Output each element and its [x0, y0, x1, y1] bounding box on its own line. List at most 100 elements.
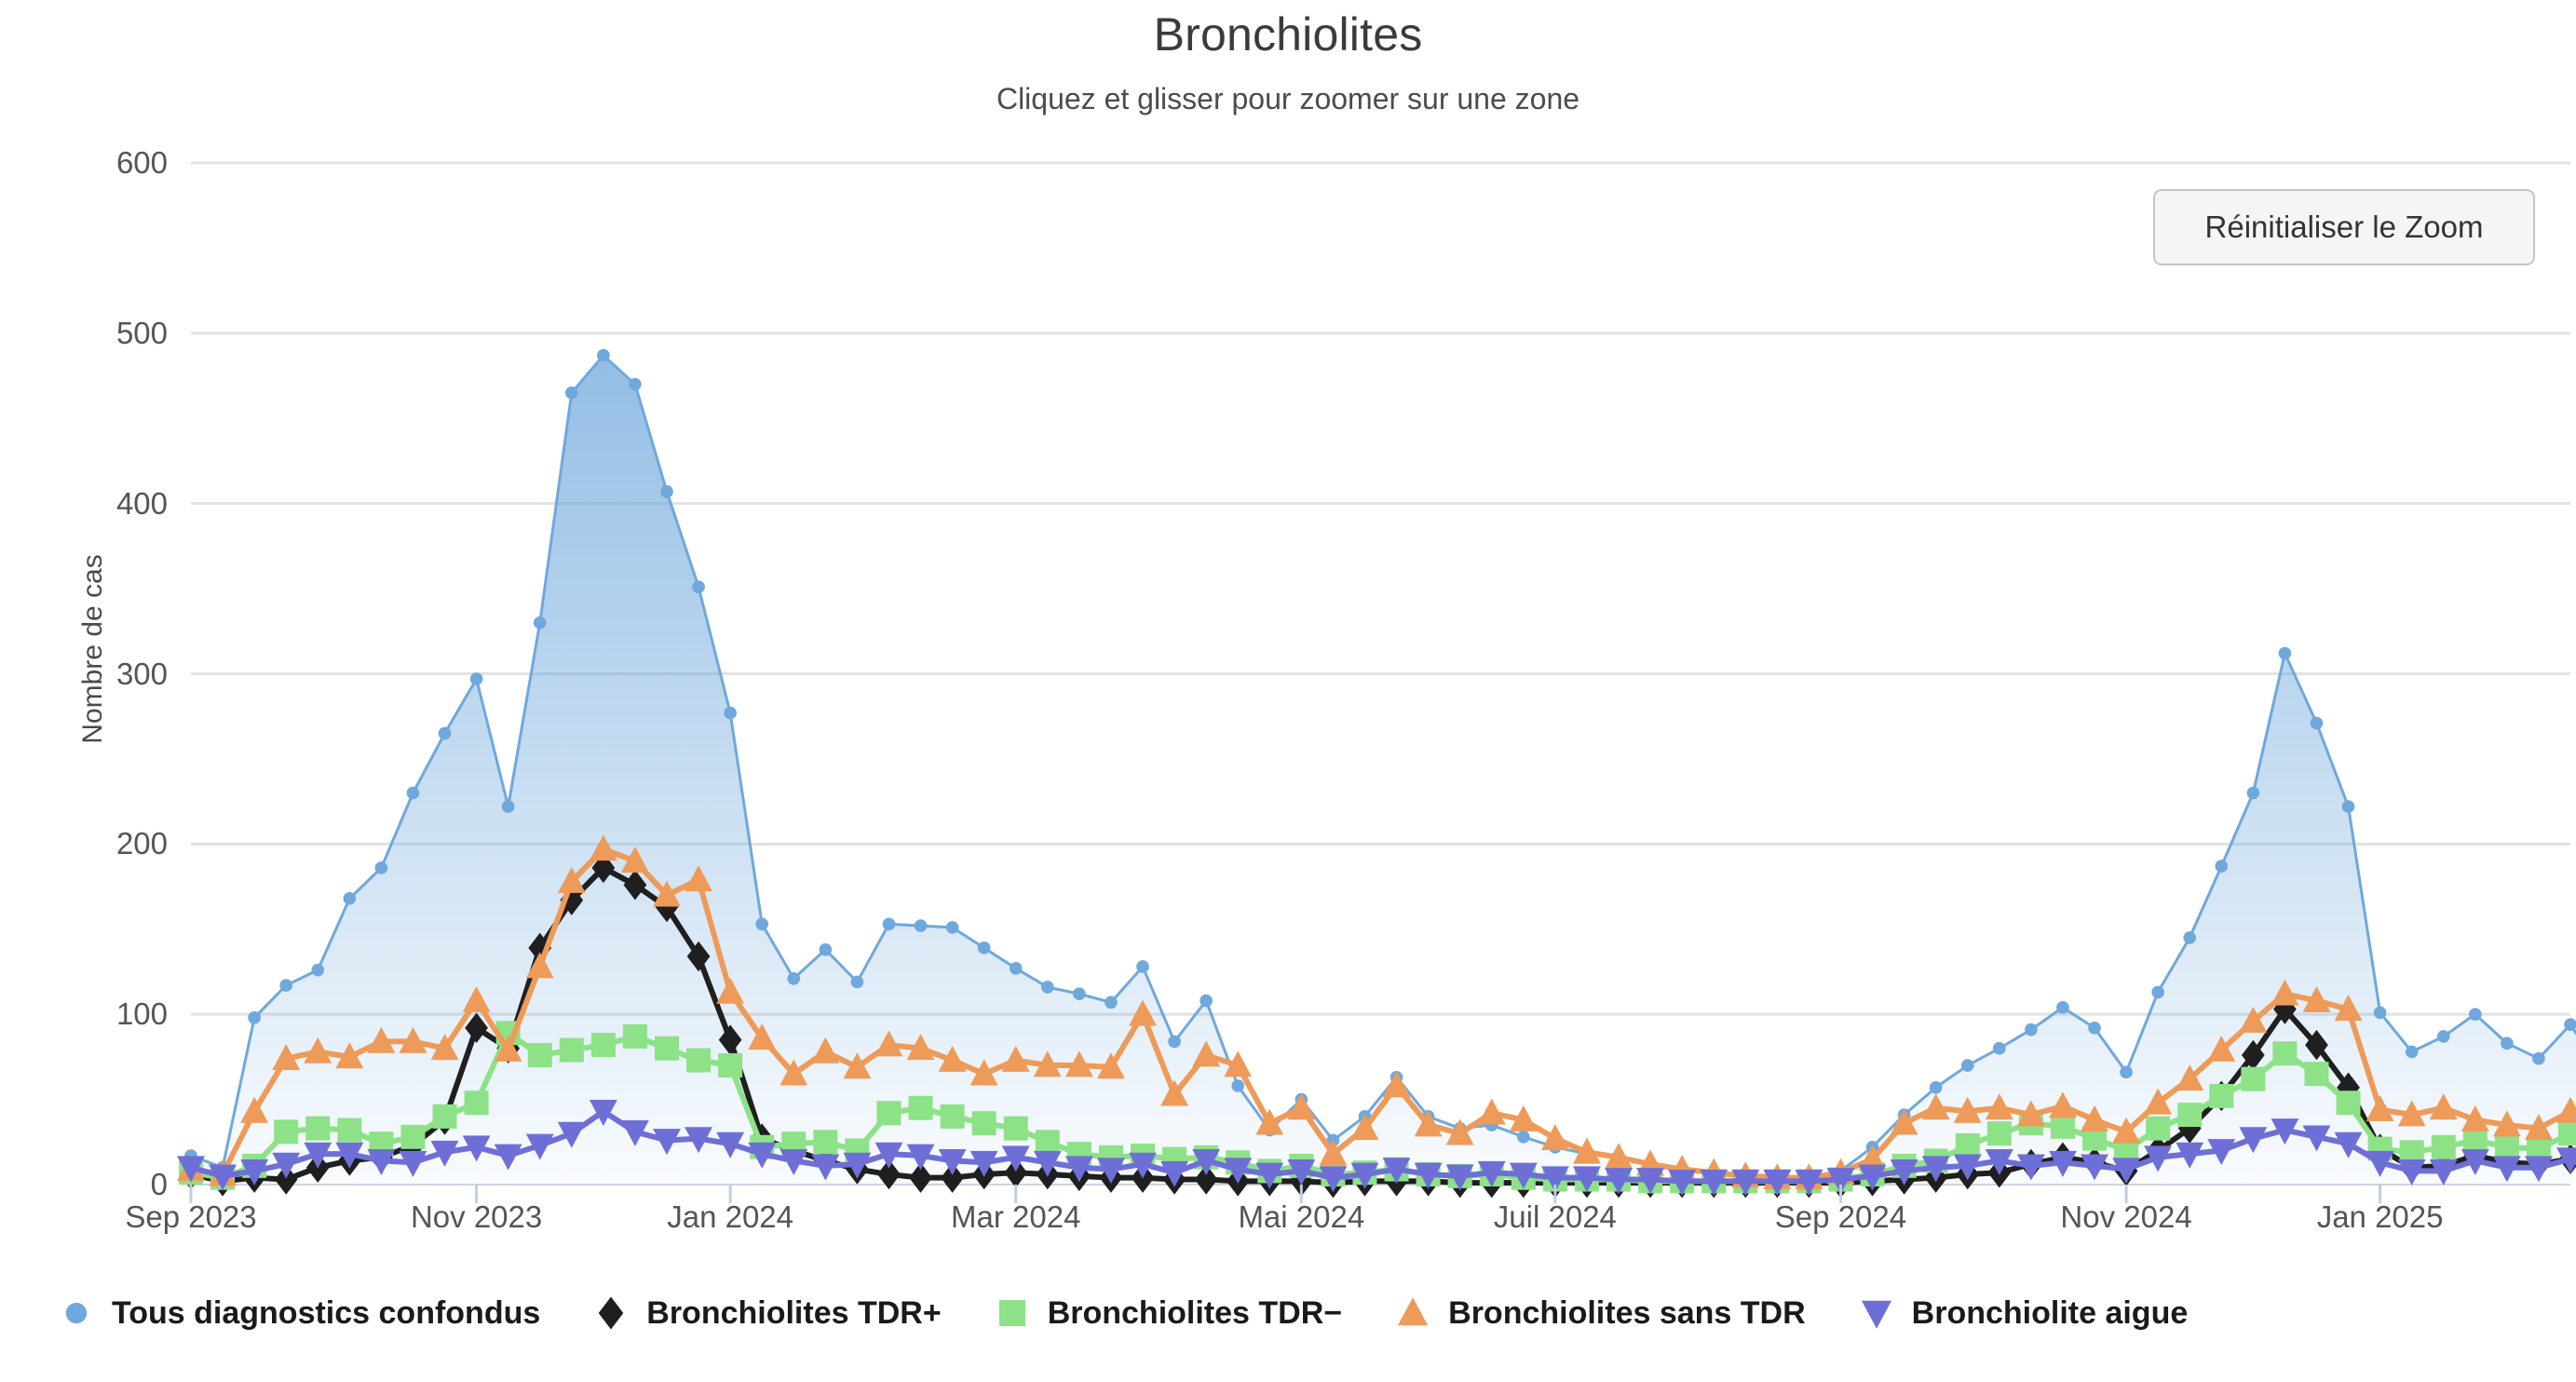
data-point[interactable] — [718, 1053, 743, 1078]
data-point[interactable] — [2207, 1035, 2236, 1062]
data-point[interactable] — [2112, 1158, 2141, 1185]
data-point[interactable] — [653, 1129, 681, 1156]
data-point[interactable] — [1890, 1108, 1918, 1135]
data-point[interactable] — [2429, 1159, 2458, 1186]
data-point[interactable] — [1414, 1110, 1443, 1137]
data-point[interactable] — [2341, 800, 2355, 813]
data-point[interactable] — [2271, 1118, 2299, 1145]
data-point[interactable] — [2207, 1139, 2236, 1166]
data-point[interactable] — [1382, 1158, 1411, 1185]
data-point[interactable] — [304, 1142, 332, 1169]
data-point[interactable] — [909, 1162, 932, 1193]
data-point[interactable] — [2146, 1116, 2171, 1141]
data-point[interactable] — [240, 1096, 269, 1123]
data-point[interactable] — [1350, 1114, 1379, 1141]
data-point[interactable] — [623, 869, 647, 901]
data-point[interactable] — [1001, 1145, 1030, 1172]
data-point[interactable] — [1255, 1108, 1284, 1135]
data-point[interactable] — [335, 1142, 364, 1169]
data-point[interactable] — [1414, 1162, 1443, 1189]
data-point[interactable] — [2016, 1100, 2045, 1127]
data-point[interactable] — [2176, 1142, 2204, 1169]
data-point[interactable] — [1636, 1168, 1665, 1195]
data-point[interactable] — [1350, 1162, 1379, 1189]
data-point[interactable] — [1992, 1041, 2006, 1055]
data-point[interactable] — [335, 1042, 364, 1069]
data-point[interactable] — [969, 1150, 998, 1177]
data-point[interactable] — [655, 1036, 679, 1061]
data-point[interactable] — [620, 847, 649, 873]
data-point[interactable] — [2304, 1062, 2329, 1087]
data-point[interactable] — [2532, 1051, 2545, 1065]
data-point[interactable] — [1231, 1079, 1245, 1092]
data-point[interactable] — [2112, 1117, 2141, 1144]
data-point[interactable] — [1921, 1156, 1950, 1183]
data-point[interactable] — [272, 1152, 301, 1179]
data-point[interactable] — [819, 942, 833, 956]
data-point[interactable] — [177, 1156, 205, 1183]
data-point[interactable] — [1255, 1162, 1284, 1189]
data-point[interactable] — [399, 1150, 427, 1177]
data-point[interactable] — [2050, 1114, 2075, 1139]
data-point[interactable] — [877, 1158, 901, 1190]
data-point[interactable] — [2183, 931, 2197, 944]
data-point[interactable] — [2241, 1039, 2265, 1071]
data-point[interactable] — [724, 706, 737, 720]
data-point[interactable] — [2492, 1110, 2521, 1137]
data-point[interactable] — [1516, 1130, 1530, 1144]
data-point[interactable] — [2239, 1127, 2268, 1154]
data-point[interactable] — [945, 921, 959, 934]
data-point[interactable] — [686, 941, 711, 972]
data-point[interactable] — [1572, 1137, 1601, 1164]
data-point[interactable] — [406, 786, 420, 800]
data-point[interactable] — [274, 1119, 299, 1145]
data-point[interactable] — [1004, 1157, 1028, 1188]
data-point[interactable] — [2302, 985, 2331, 1012]
data-point[interactable] — [2081, 1104, 2108, 1131]
data-point[interactable] — [430, 1140, 459, 1167]
data-point[interactable] — [1826, 1168, 1855, 1195]
legend-item-bronchiolites-tdr-[interactable]: Bronchiolites TDR+ — [590, 1293, 942, 1334]
data-point[interactable] — [2305, 1029, 2328, 1061]
data-point[interactable] — [813, 1130, 838, 1155]
data-point[interactable] — [686, 1048, 712, 1073]
data-point[interactable] — [941, 1162, 964, 1193]
data-point[interactable] — [2492, 1156, 2521, 1183]
data-point[interactable] — [1861, 1300, 1891, 1329]
data-point[interactable] — [2272, 1041, 2298, 1066]
data-point[interactable] — [780, 1059, 808, 1086]
data-point[interactable] — [2302, 1125, 2331, 1152]
data-point[interactable] — [2461, 1149, 2489, 1176]
data-point[interactable] — [274, 1164, 298, 1195]
data-point[interactable] — [622, 1023, 647, 1049]
data-point[interactable] — [716, 977, 745, 1004]
data-point[interactable] — [1064, 1050, 1093, 1077]
data-point[interactable] — [2558, 1121, 2576, 1146]
data-point[interactable] — [2436, 1030, 2450, 1043]
data-point[interactable] — [438, 726, 452, 740]
data-point[interactable] — [2524, 1114, 2553, 1141]
data-point[interactable] — [2397, 1159, 2426, 1186]
data-point[interactable] — [2177, 1103, 2203, 1128]
data-point[interactable] — [629, 377, 642, 391]
data-point[interactable] — [1040, 981, 1054, 994]
data-point[interactable] — [2239, 1006, 2268, 1033]
data-point[interactable] — [1287, 1093, 1316, 1120]
data-point[interactable] — [462, 1135, 491, 1162]
data-point[interactable] — [1096, 1158, 1125, 1185]
data-point[interactable] — [1953, 1154, 1982, 1181]
data-point[interactable] — [1540, 1166, 1569, 1193]
data-point[interactable] — [598, 1296, 624, 1330]
data-point[interactable] — [938, 1149, 967, 1176]
data-point[interactable] — [2556, 1096, 2576, 1123]
data-point[interactable] — [1509, 1162, 1538, 1189]
data-point[interactable] — [1160, 1160, 1189, 1187]
data-point[interactable] — [1319, 1139, 1348, 1166]
data-point[interactable] — [1540, 1124, 1569, 1150]
data-point[interactable] — [1572, 1166, 1601, 1193]
data-point[interactable] — [1985, 1149, 2013, 1176]
data-point[interactable] — [780, 1149, 808, 1176]
data-point[interactable] — [1731, 1169, 1760, 1196]
data-point[interactable] — [304, 1036, 332, 1064]
